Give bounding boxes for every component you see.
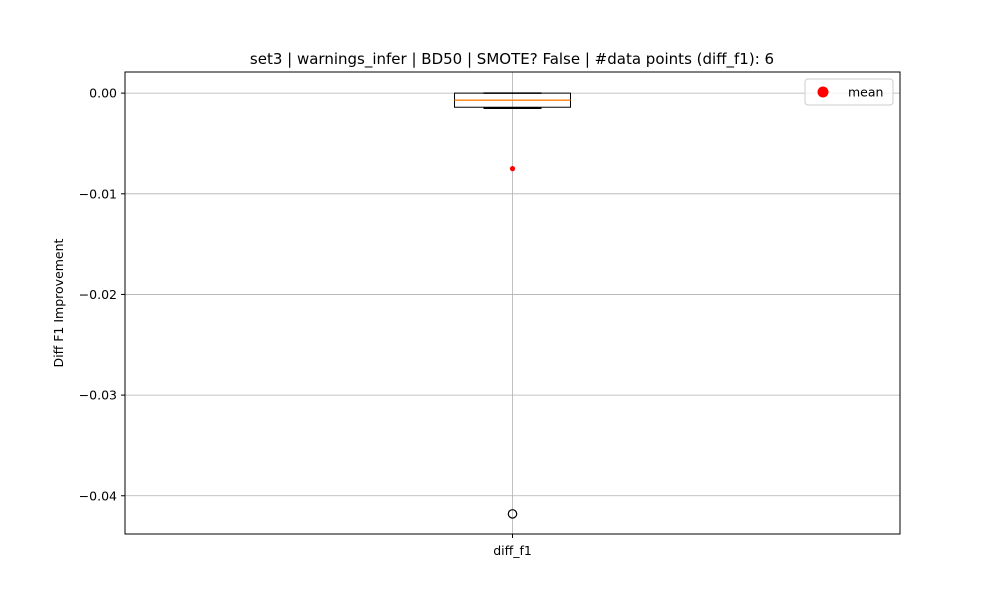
y-tick-label: 0.00 [89,86,117,101]
y-tick-label: −0.04 [79,488,117,503]
chart-title: set3 | warnings_infer | BD50 | SMOTE? Fa… [250,50,774,69]
y-tick-label: −0.01 [79,186,117,201]
grid-lines [125,72,900,534]
y-tick-label: −0.03 [79,388,117,403]
box-diff_f1 [454,92,571,519]
outlier-point [507,509,518,519]
legend-entry-mean: mean [848,85,883,100]
axes: 0.00 −0.01 −0.02 −0.03 −0.04 diff_f1 [79,86,532,558]
boxes [454,92,571,519]
y-tick-label: −0.02 [79,287,117,302]
x-tick-label: diff_f1 [493,543,532,558]
legend: mean [804,78,894,106]
legend-mean-marker [817,86,829,98]
mean-marker [509,166,516,172]
y-axis-label: Diff F1 Improvement [51,238,66,367]
legend-box [804,78,894,106]
